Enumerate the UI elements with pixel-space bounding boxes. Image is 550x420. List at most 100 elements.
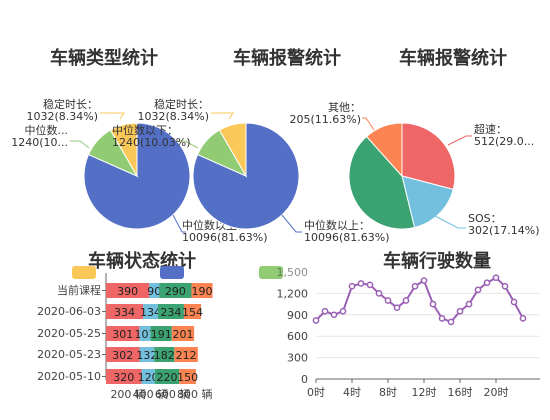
line-point-4 — [348, 282, 356, 290]
line-point-8 — [384, 297, 392, 304]
bar-x-tick-label-0: 200 辆 — [110, 387, 146, 401]
pie2-leader-0 — [447, 135, 472, 146]
pie2-label-1: SOS： — [468, 212, 502, 225]
pie1-value-2: 1032(8.34%) — [137, 110, 209, 123]
bar-segment-4-2 — [154, 369, 180, 384]
bar-value-label-4-3: 150 — [177, 371, 198, 384]
bar-x-tick-label-2: 600 辆 — [155, 387, 191, 401]
line-x-tick-label-2: 8时 — [379, 386, 397, 399]
pie0-value-0: 10096(81.63%) — [182, 231, 268, 244]
pie1-label-2: 稳定时长： — [154, 97, 209, 111]
bar-segment-0-0 — [106, 283, 150, 298]
chart-title-vehicle-type: 车辆类型统计 — [50, 47, 158, 69]
bar-value-label-3-2: 182 — [154, 349, 175, 362]
chart-title-vehicle-trips: 车辆行驶数量 — [383, 250, 491, 272]
pie2-label-3: 其他： — [328, 101, 361, 114]
bar-value-label-0-1: 90 — [147, 285, 161, 298]
line-point-19 — [483, 279, 491, 287]
pie1-label-0: 中位数以上： — [304, 218, 370, 232]
pie0-value-1: 1240(10... — [11, 136, 68, 149]
line-y-tick-label-3: 900 — [287, 309, 308, 322]
bar-value-label-4-1: 120 — [138, 371, 159, 384]
line-x-tick-label-4: 16时 — [448, 386, 473, 399]
line-x-tick-label-1: 4时 — [343, 386, 361, 399]
pie0-slice-2 — [109, 122, 138, 178]
bar-segment-3-1 — [139, 347, 155, 362]
line-point-2 — [330, 311, 338, 319]
line-point-5 — [357, 280, 365, 287]
pie1-leader-0 — [281, 214, 302, 233]
line-x-tick-label-5: 20时 — [484, 386, 509, 399]
pie2-value-0: 512(29.0... — [474, 135, 534, 148]
bar-category-label-4: 2020-05-10 — [37, 370, 101, 383]
line-y-tick-label-0: 0 — [301, 373, 308, 386]
chart-title-alarm-1: 车辆报警统计 — [233, 47, 341, 69]
bar-segment-3-2 — [154, 347, 175, 362]
line-x-tick-label-3: 12时 — [412, 386, 437, 399]
bar-category-label-2: 2020-05-25 — [37, 327, 101, 340]
line-y-tick-label-4: 1,200 — [277, 287, 309, 300]
bar-legend-swatch-0 — [72, 266, 96, 279]
line-point-21 — [501, 282, 509, 290]
pie0-leader-0 — [172, 214, 186, 233]
line-point-11 — [411, 282, 419, 290]
pie2-value-3: 205(11.63%) — [289, 113, 361, 126]
line-y-tick-label-1: 300 — [287, 352, 308, 365]
line-point-6 — [366, 281, 374, 289]
bar-value-label-1-3: 154 — [182, 306, 203, 319]
pie2-value-1: 302(17.14%) — [468, 224, 540, 237]
bar-segment-1-3 — [183, 304, 202, 319]
pie1-value-1: 1240(10.03%) — [112, 136, 191, 149]
line-point-9 — [393, 304, 401, 312]
bar-value-label-1-2: 234 — [160, 306, 181, 319]
line-point-16 — [456, 307, 464, 315]
bar-segment-2-2 — [150, 326, 172, 341]
line-point-17 — [465, 300, 473, 308]
chart-title-alarm-2: 车辆报警统计 — [399, 47, 507, 69]
line-x-tick-label-0: 0时 — [307, 386, 325, 399]
bar-segment-0-1 — [149, 283, 160, 298]
line-point-3 — [339, 307, 347, 315]
pie2-slice-2 — [348, 135, 416, 230]
line-point-15 — [447, 318, 455, 326]
bar-value-label-3-3: 212 — [176, 349, 197, 362]
bar-segment-4-0 — [106, 369, 142, 384]
bar-x-tick-label-3: 800 辆 — [177, 387, 213, 401]
bar-segment-1-0 — [106, 304, 144, 319]
bar-value-label-1-0: 334 — [114, 306, 135, 319]
pie0-label-1: 中位数... — [25, 123, 69, 137]
pie1-label-1: 中位数以下： — [112, 123, 178, 137]
bar-value-label-3-1: 132 — [136, 349, 157, 362]
bar-category-label-3: 2020-05-23 — [37, 348, 101, 361]
line-y-tick-label-2: 600 — [287, 330, 308, 343]
bar-segment-2-1 — [139, 326, 151, 341]
bar-segment-4-3 — [179, 369, 196, 384]
bar-legend-swatch-1 — [160, 266, 184, 279]
bar-segment-2-3 — [171, 326, 195, 341]
bar-segment-3-3 — [174, 347, 198, 362]
bar-value-label-4-2: 220 — [157, 371, 178, 384]
pie0-leader-2 — [100, 112, 125, 120]
bar-legend-swatch-2 — [259, 266, 283, 279]
bar-value-label-1-1: 134 — [140, 306, 161, 319]
bar-segment-4-1 — [141, 369, 155, 384]
pie0-leader-1 — [70, 140, 90, 149]
line-point-22 — [510, 298, 518, 306]
bar-segment-3-0 — [106, 347, 140, 362]
line-point-1 — [321, 307, 329, 315]
bar-category-label-0: 当前课程 — [57, 283, 101, 297]
pie2-label-0: 超速： — [474, 122, 507, 136]
bar-value-label-0-2: 290 — [165, 285, 186, 298]
bar-value-label-0-3: 190 — [192, 285, 213, 298]
pie1-value-0: 10096(81.63%) — [304, 231, 390, 244]
pie2-leader-1 — [434, 215, 466, 229]
pie0-label-2: 稳定时长： — [43, 97, 98, 111]
bar-segment-1-2 — [157, 304, 184, 319]
bar-segment-1-1 — [143, 304, 158, 319]
line-point-13 — [429, 300, 437, 308]
pie0-value-2: 1032(8.34%) — [26, 110, 98, 123]
pie2-slice-3 — [365, 122, 403, 178]
bar-value-label-4-0: 320 — [113, 371, 134, 384]
bar-value-label-3-0: 302 — [112, 349, 133, 362]
bar-value-label-2-3: 201 — [172, 328, 193, 341]
